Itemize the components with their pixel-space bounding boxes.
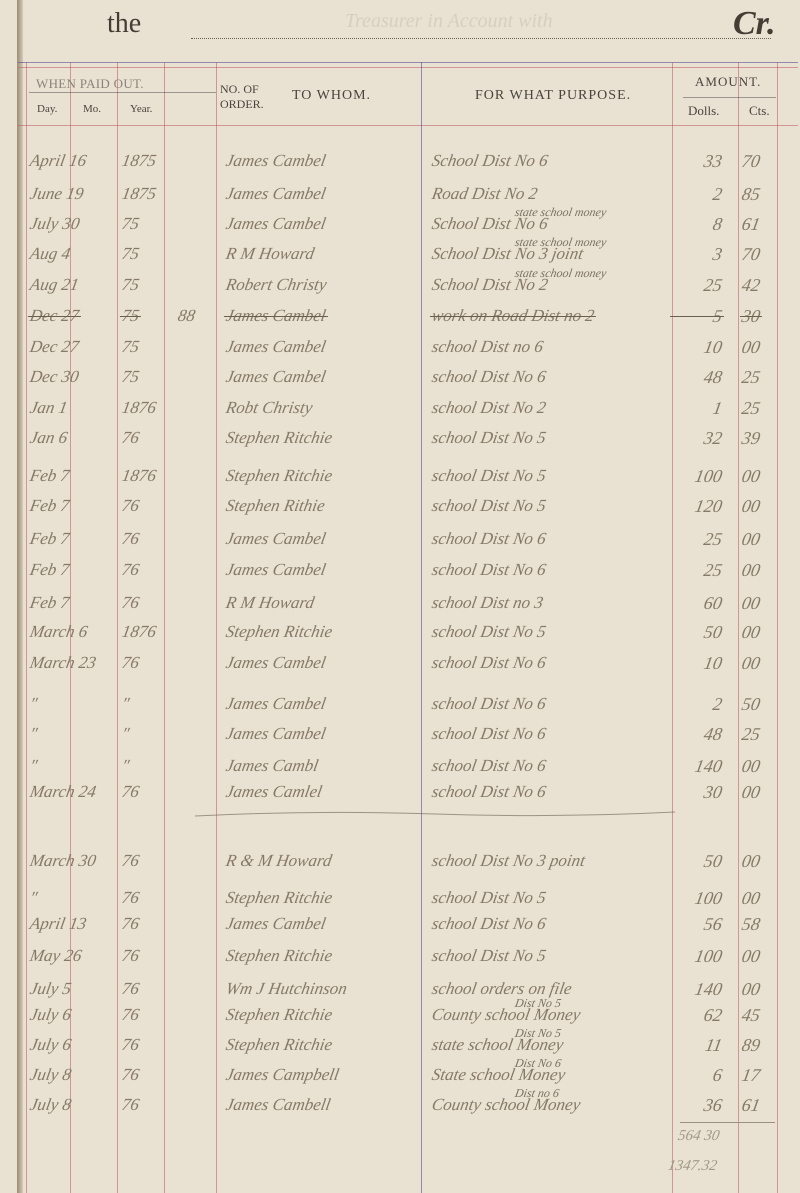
svg-text:Cr.: Cr. (733, 5, 776, 42)
